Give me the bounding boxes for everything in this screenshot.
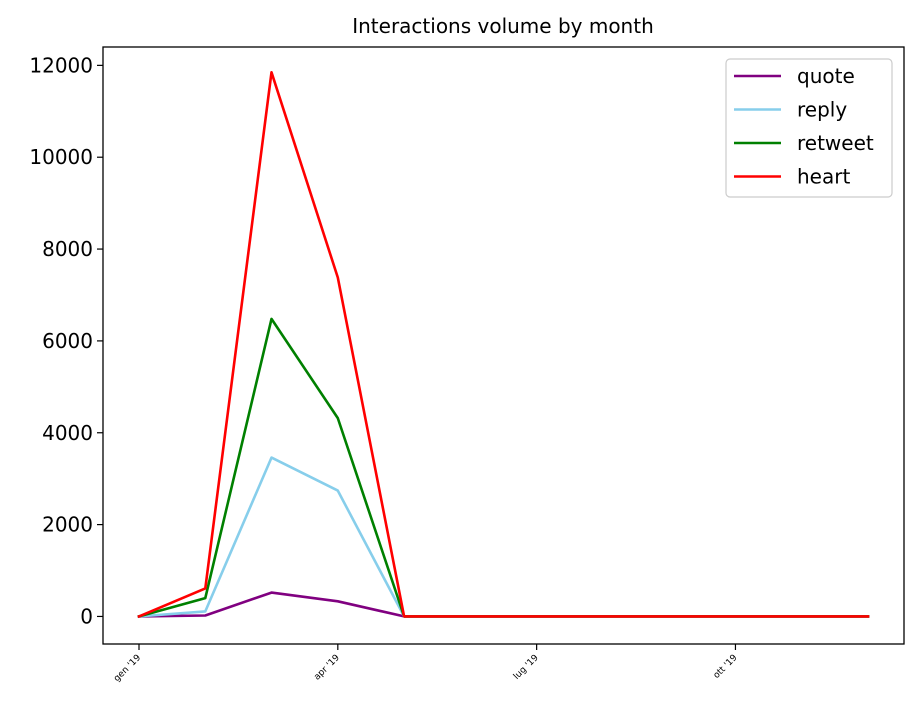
y-tick-label: 12000 xyxy=(29,53,93,77)
series-line-heart xyxy=(137,71,870,619)
legend-label-quote: quote xyxy=(797,64,855,88)
plot-frame xyxy=(102,46,905,645)
chart-title: Interactions volume by month xyxy=(352,14,654,38)
y-tick-label: 4000 xyxy=(42,421,93,445)
x-tick-label: ott '19 xyxy=(712,653,740,681)
legend-label-heart: heart xyxy=(797,165,850,189)
legend-label-retweet: retweet xyxy=(797,131,874,155)
legend: quote reply retweet heart xyxy=(725,58,893,198)
series-line-quote xyxy=(137,591,870,618)
x-axis: gen '19 apr '19 lug '19 ott '19 xyxy=(112,644,740,684)
y-tick-label: 0 xyxy=(80,604,93,628)
y-tick-label: 6000 xyxy=(42,329,93,353)
y-axis: 0 2000 4000 6000 8000 10000 12000 xyxy=(29,53,103,628)
y-tick-label: 10000 xyxy=(29,145,93,169)
y-tick-label: 2000 xyxy=(42,513,93,537)
x-tick-label: gen '19 xyxy=(112,653,143,684)
x-tick-label: apr '19 xyxy=(312,653,342,683)
x-tick-label: lug '19 xyxy=(512,653,541,682)
series-line-retweet xyxy=(137,317,870,618)
series-line-reply xyxy=(137,456,870,618)
legend-box xyxy=(725,58,893,198)
y-tick-label: 8000 xyxy=(42,237,93,261)
series-layer xyxy=(137,71,870,619)
legend-label-reply: reply xyxy=(797,98,847,122)
